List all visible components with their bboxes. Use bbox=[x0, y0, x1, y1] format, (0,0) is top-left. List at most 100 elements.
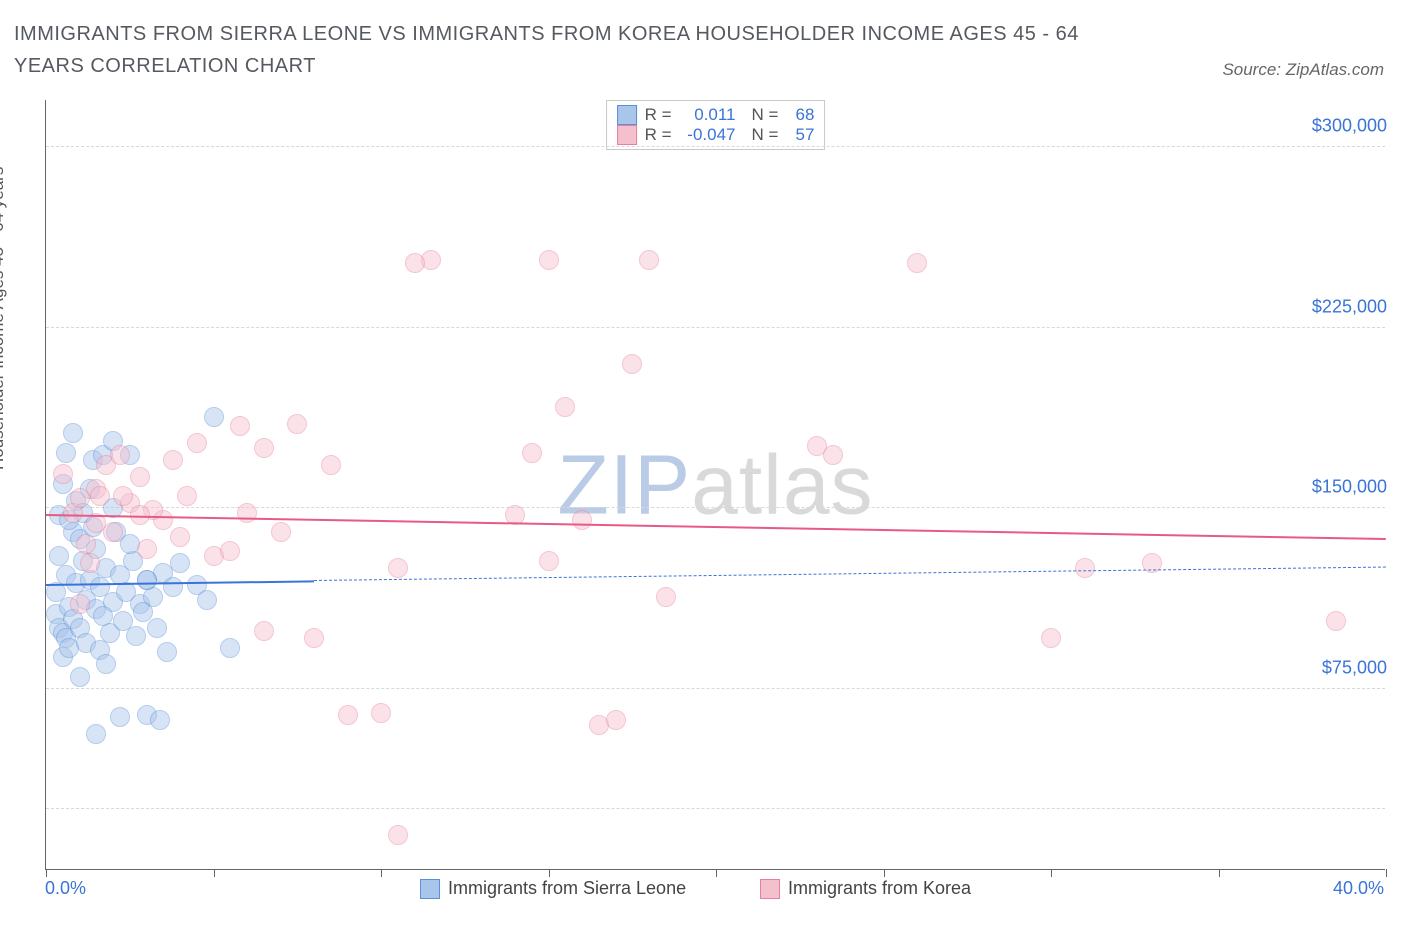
scatter-point bbox=[110, 445, 130, 465]
x-tick bbox=[716, 869, 717, 877]
scatter-point bbox=[287, 414, 307, 434]
scatter-point bbox=[70, 667, 90, 687]
scatter-point bbox=[187, 433, 207, 453]
scatter-point bbox=[539, 551, 559, 571]
stat-n-label: N = bbox=[752, 105, 779, 125]
scatter-point bbox=[76, 534, 96, 554]
trend-line bbox=[314, 567, 1386, 581]
scatter-point bbox=[606, 710, 626, 730]
legend-label: Immigrants from Korea bbox=[788, 878, 971, 899]
y-tick-label: $225,000 bbox=[1306, 296, 1387, 317]
x-tick bbox=[549, 869, 550, 877]
scatter-point bbox=[304, 628, 324, 648]
scatter-point bbox=[388, 558, 408, 578]
x-axis-min-label: 0.0% bbox=[45, 878, 86, 899]
scatter-point bbox=[170, 527, 190, 547]
scatter-point bbox=[113, 486, 133, 506]
stat-r-label: R = bbox=[645, 125, 672, 145]
scatter-point bbox=[53, 464, 73, 484]
scatter-point bbox=[70, 594, 90, 614]
scatter-point bbox=[254, 438, 274, 458]
scatter-point bbox=[163, 450, 183, 470]
gridline bbox=[46, 808, 1385, 809]
y-tick-label: $150,000 bbox=[1306, 477, 1387, 498]
scatter-point bbox=[656, 587, 676, 607]
scatter-point bbox=[70, 488, 90, 508]
scatter-point bbox=[157, 642, 177, 662]
scatter-point bbox=[271, 522, 291, 542]
stats-row: R = 0.011 N = 68 bbox=[617, 105, 815, 125]
scatter-point bbox=[622, 354, 642, 374]
scatter-point bbox=[126, 626, 146, 646]
scatter-point bbox=[170, 553, 190, 573]
scatter-point bbox=[555, 397, 575, 417]
trend-line bbox=[46, 514, 1386, 540]
bottom-legend-item: Immigrants from Korea bbox=[760, 878, 971, 899]
scatter-point bbox=[254, 621, 274, 641]
scatter-point bbox=[63, 423, 83, 443]
scatter-point bbox=[823, 445, 843, 465]
scatter-point bbox=[1041, 628, 1061, 648]
scatter-point bbox=[405, 253, 425, 273]
y-tick-label: $300,000 bbox=[1306, 116, 1387, 137]
scatter-point bbox=[807, 436, 827, 456]
scatter-point bbox=[137, 539, 157, 559]
legend-swatch bbox=[760, 879, 780, 899]
chart-title: IMMIGRANTS FROM SIERRA LEONE VS IMMIGRAN… bbox=[14, 18, 1134, 82]
scatter-point bbox=[237, 503, 257, 523]
x-tick bbox=[46, 869, 47, 877]
chart-plot-area: ZIPatlas R =0.011N =68R =-0.047N =57 $75… bbox=[45, 100, 1385, 870]
stat-n-label: N = bbox=[752, 125, 779, 145]
scatter-point bbox=[197, 590, 217, 610]
scatter-point bbox=[103, 522, 123, 542]
scatter-point bbox=[177, 486, 197, 506]
stats-row: R = -0.047 N = 57 bbox=[617, 125, 815, 145]
scatter-point bbox=[147, 618, 167, 638]
scatter-point bbox=[204, 407, 224, 427]
scatter-point bbox=[230, 416, 250, 436]
x-tick bbox=[381, 869, 382, 877]
x-tick bbox=[1051, 869, 1052, 877]
scatter-point bbox=[1075, 558, 1095, 578]
scatter-point bbox=[572, 510, 592, 530]
scatter-point bbox=[388, 825, 408, 845]
legend-swatch bbox=[420, 879, 440, 899]
x-tick bbox=[1219, 869, 1220, 877]
stat-r-label: R = bbox=[645, 105, 672, 125]
x-axis-max-label: 40.0% bbox=[1333, 878, 1384, 899]
scatter-point bbox=[90, 486, 110, 506]
x-tick bbox=[214, 869, 215, 877]
scatter-point bbox=[371, 703, 391, 723]
scatter-point bbox=[163, 577, 183, 597]
legend-label: Immigrants from Sierra Leone bbox=[448, 878, 686, 899]
stat-r-value: 0.011 bbox=[680, 105, 736, 125]
scatter-point bbox=[907, 253, 927, 273]
scatter-point bbox=[220, 541, 240, 561]
scatter-point bbox=[338, 705, 358, 725]
y-tick-label: $75,000 bbox=[1316, 657, 1387, 678]
gridline bbox=[46, 688, 1385, 689]
x-tick bbox=[1386, 869, 1387, 877]
chart-source: Source: ZipAtlas.com bbox=[1222, 60, 1384, 80]
y-axis-label: Householder Income Ages 45 - 64 years bbox=[0, 167, 8, 470]
scatter-point bbox=[1326, 611, 1346, 631]
scatter-point bbox=[220, 638, 240, 658]
scatter-point bbox=[539, 250, 559, 270]
x-tick bbox=[884, 869, 885, 877]
scatter-point bbox=[80, 553, 100, 573]
scatter-point bbox=[150, 710, 170, 730]
stat-r-value: -0.047 bbox=[680, 125, 736, 145]
bottom-legend-item: Immigrants from Sierra Leone bbox=[420, 878, 686, 899]
stats-legend-box: R = 0.011 N = 68 R = -0.047 N = 57 bbox=[606, 100, 826, 150]
scatter-point bbox=[522, 443, 542, 463]
gridline bbox=[46, 327, 1385, 328]
scatter-point bbox=[110, 707, 130, 727]
scatter-point bbox=[639, 250, 659, 270]
scatter-point bbox=[56, 443, 76, 463]
legend-swatch bbox=[617, 105, 637, 125]
scatter-point bbox=[321, 455, 341, 475]
scatter-point bbox=[130, 467, 150, 487]
stat-n-value: 57 bbox=[786, 125, 814, 145]
stat-n-value: 68 bbox=[786, 105, 814, 125]
gridline bbox=[46, 146, 1385, 147]
